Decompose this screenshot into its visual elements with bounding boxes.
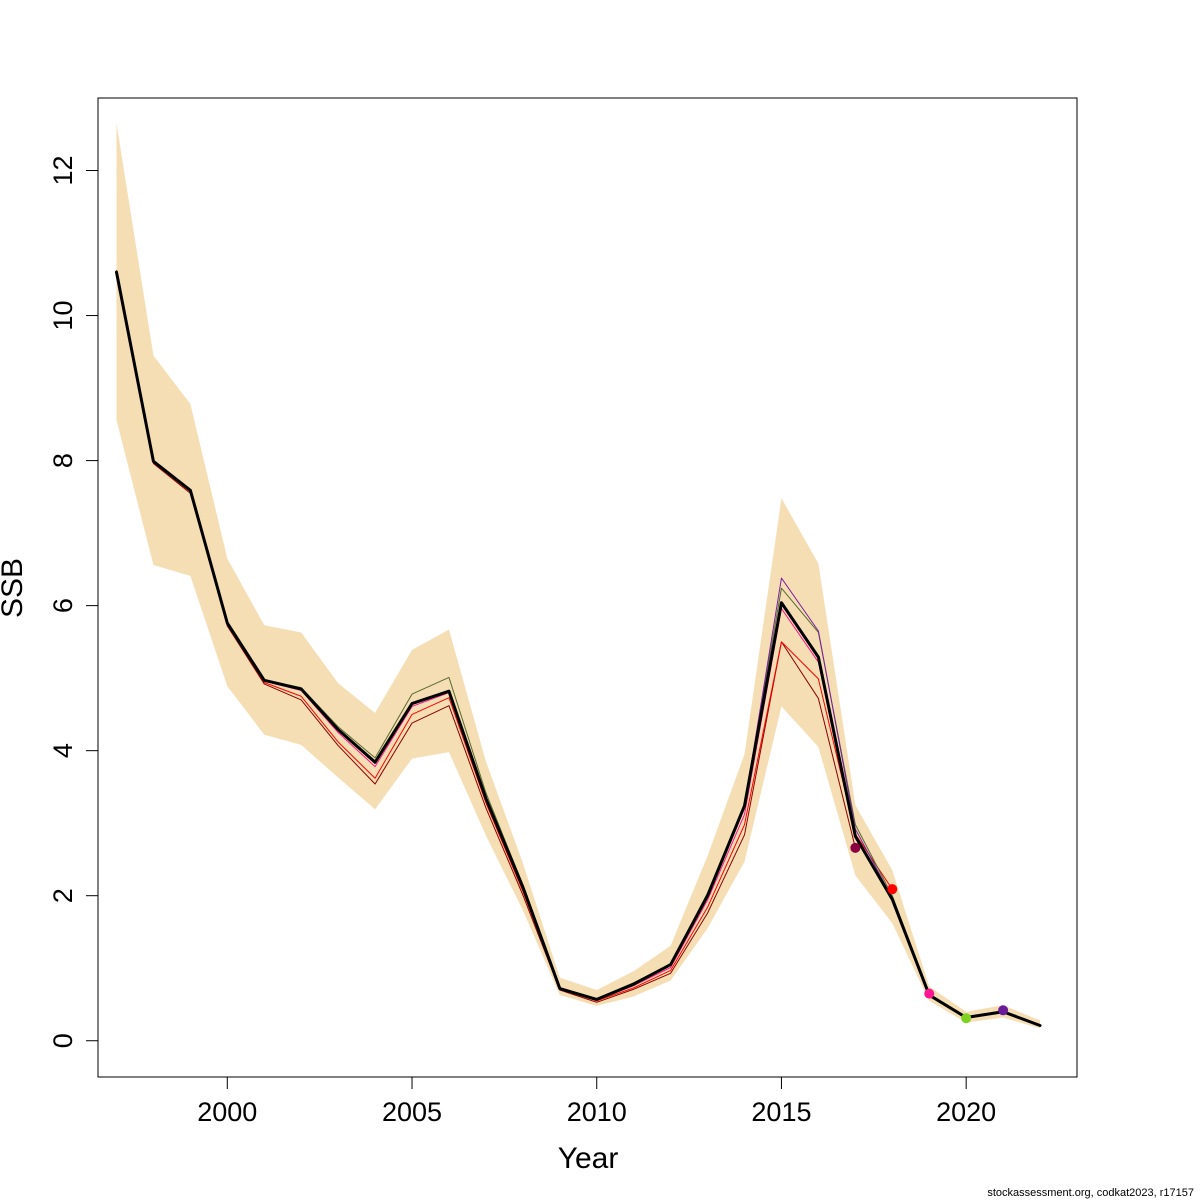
y-tick-label: 4 (48, 743, 78, 758)
confidence-band-layer (116, 123, 1041, 1029)
x-tick-label: 2015 (751, 1097, 811, 1127)
terminal-points-layer (850, 842, 1009, 1024)
terminal-point-3 (924, 988, 935, 999)
x-tick-label: 2000 (197, 1097, 257, 1127)
x-axis: 2000 2005 2010 2015 2020 (197, 1076, 996, 1127)
x-tick-label: 2020 (936, 1097, 996, 1127)
series-layer (114, 270, 1042, 1028)
terminal-point-2 (887, 884, 898, 895)
series-line-6 (114, 270, 1042, 1028)
y-tick-label: 8 (48, 453, 78, 468)
x-axis-title: Year (558, 1142, 619, 1175)
x-tick-label: 2005 (382, 1097, 442, 1127)
confidence-band (116, 123, 1041, 1029)
y-axis: 0 2 4 6 8 10 12 (48, 155, 99, 1048)
x-tick-label: 2010 (567, 1097, 627, 1127)
y-tick-label: 10 (48, 301, 78, 331)
series-line-1 (115, 275, 856, 1003)
plot-frame (97, 97, 1078, 1078)
terminal-point-1 (850, 842, 861, 853)
y-tick-label: 2 (48, 888, 78, 903)
terminal-point-4 (961, 1013, 972, 1024)
terminal-point-5 (998, 1005, 1009, 1016)
footer-credit: stockassessment.org, codkat2023, r17157 (987, 1187, 1194, 1199)
y-tick-label: 0 (48, 1033, 78, 1048)
y-axis-title: SSB (0, 558, 29, 618)
y-tick-label: 6 (48, 598, 78, 613)
y-tick-label: 12 (48, 155, 78, 185)
